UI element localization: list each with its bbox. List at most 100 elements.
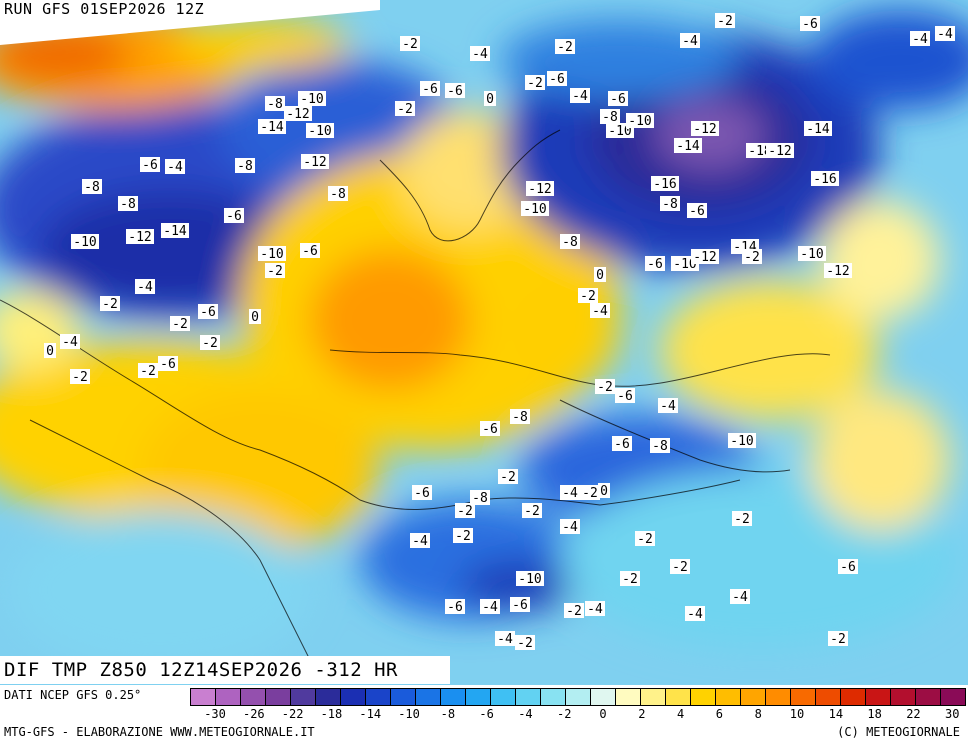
colorbar-swatch — [691, 689, 716, 705]
contour-label: -8 — [660, 196, 680, 212]
contour-label: -6 — [445, 599, 465, 615]
contour-label: -2 — [453, 528, 473, 544]
svg-text:-6: -6 — [617, 389, 633, 404]
contour-label: -8 — [470, 490, 490, 506]
contour-label: -14 — [161, 223, 189, 239]
contour-label: -4 — [585, 601, 605, 617]
svg-text:0: 0 — [596, 268, 604, 283]
svg-text:0: 0 — [251, 310, 259, 325]
contour-label: 0 — [594, 267, 606, 283]
svg-text:-10: -10 — [730, 434, 753, 449]
svg-text:-6: -6 — [840, 560, 856, 575]
svg-text:-12: -12 — [528, 182, 551, 197]
colorbar-tick-label: 2 — [638, 707, 646, 721]
svg-text:-6: -6 — [610, 92, 626, 107]
contour-label: -4 — [410, 533, 430, 549]
colorbar-swatch — [541, 689, 566, 705]
svg-text:-14: -14 — [163, 224, 187, 239]
svg-text:-8: -8 — [120, 197, 136, 212]
colorbar-tick-label: 0 — [599, 707, 607, 721]
svg-text:-6: -6 — [647, 257, 663, 272]
svg-text:-2: -2 — [500, 470, 516, 485]
contour-label: -16 — [811, 171, 839, 187]
contour-label: -12 — [691, 121, 719, 137]
svg-text:-4: -4 — [497, 632, 513, 647]
contour-label: -6 — [140, 157, 160, 173]
svg-text:-4: -4 — [167, 160, 183, 175]
colorbar-swatch — [566, 689, 591, 705]
svg-text:-6: -6 — [160, 357, 176, 372]
svg-text:-10: -10 — [300, 92, 323, 107]
svg-text:-6: -6 — [447, 600, 463, 615]
contour-label: -2 — [828, 631, 848, 647]
svg-text:-2: -2 — [402, 37, 418, 52]
contour-label: -10 — [521, 201, 549, 217]
colorbar-swatch — [216, 689, 241, 705]
svg-text:-4: -4 — [562, 486, 578, 501]
svg-text:-12: -12 — [826, 264, 849, 279]
svg-text:-4: -4 — [482, 600, 498, 615]
colorbar-tick-label: 8 — [754, 707, 762, 721]
svg-text:-8: -8 — [84, 180, 100, 195]
contour-label: -12 — [691, 249, 719, 265]
contour-label: -2 — [555, 39, 575, 55]
data-source: DATI NCEP GFS 0.25° — [4, 688, 142, 702]
svg-text:-4: -4 — [572, 89, 588, 104]
legend: DATI NCEP GFS 0.25° -30 -26 -22 -18 -14 -10 -8… — [0, 685, 968, 745]
contour-label: -4 — [590, 303, 610, 319]
contour-label: -2 — [265, 263, 285, 279]
contour-label: -2 — [400, 36, 420, 52]
colorbar-swatch — [241, 689, 266, 705]
svg-text:-10: -10 — [673, 257, 696, 272]
colorbar-tick-label: 14 — [828, 707, 844, 721]
svg-text:-6: -6 — [689, 204, 705, 219]
colorbar-tick-label: -8 — [440, 707, 456, 721]
svg-text:-4: -4 — [660, 399, 676, 414]
colorbar-swatch — [391, 689, 416, 705]
contour-label: -8 — [600, 109, 620, 125]
contour-label: -2 — [578, 288, 598, 304]
svg-text:-10: -10 — [260, 247, 283, 262]
colorbar-swatch — [716, 689, 741, 705]
svg-text:-2: -2 — [172, 317, 188, 332]
svg-text:-2: -2 — [202, 336, 218, 351]
colorbar-swatch — [616, 689, 641, 705]
copyright-text: (C) METEOGIORNALE — [837, 725, 960, 739]
contour-label: -2 — [635, 531, 655, 547]
contour-label: -12 — [126, 229, 154, 245]
contour-label: -6 — [158, 356, 178, 372]
svg-text:-8: -8 — [652, 439, 668, 454]
colorbar-tick-label: -26 — [242, 707, 265, 721]
svg-text:-14: -14 — [806, 122, 830, 137]
svg-text:-6: -6 — [549, 72, 565, 87]
contour-label: -2 — [525, 75, 545, 91]
svg-text:-6: -6 — [142, 158, 158, 173]
contour-label: -16 — [651, 176, 679, 192]
colorbar-swatch — [291, 689, 316, 705]
contour-label: -6 — [510, 597, 530, 613]
contour-label: -6 — [838, 559, 858, 575]
contour-label: -2 — [138, 363, 158, 379]
svg-text:-12: -12 — [303, 155, 326, 170]
svg-text:-6: -6 — [802, 17, 818, 32]
svg-text:-2: -2 — [524, 504, 540, 519]
colorbar-tick-label: -10 — [398, 707, 420, 721]
contour-labels: -2-4 -2 -4-2 -6-4 -4-8 -10-6 -60-2 -6-4-2-6-8-1… — [44, 13, 955, 651]
colorbar-tick-label: -18 — [320, 707, 343, 721]
contour-label: -10 — [798, 246, 826, 262]
contour-label: -4 — [560, 519, 580, 535]
colorbar-swatch — [341, 689, 366, 705]
svg-text:-4: -4 — [687, 607, 703, 622]
svg-text:-12: -12 — [693, 122, 716, 137]
svg-text:-10: -10 — [523, 202, 546, 217]
credit-text: MTG-GFS - ELABORAZIONE WWW.METEOGIORNALE… — [4, 725, 315, 739]
contour-label: 0 — [44, 343, 56, 359]
colorbar-tick-label: -2 — [556, 707, 572, 721]
svg-text:-2: -2 — [517, 636, 533, 651]
contour-label: -12 — [301, 154, 329, 170]
svg-text:-6: -6 — [302, 244, 318, 259]
contour-label: -8 — [328, 186, 348, 202]
contour-label: -2 — [595, 379, 615, 395]
svg-text:-8: -8 — [472, 491, 488, 506]
contour-label: -6 — [800, 16, 820, 32]
